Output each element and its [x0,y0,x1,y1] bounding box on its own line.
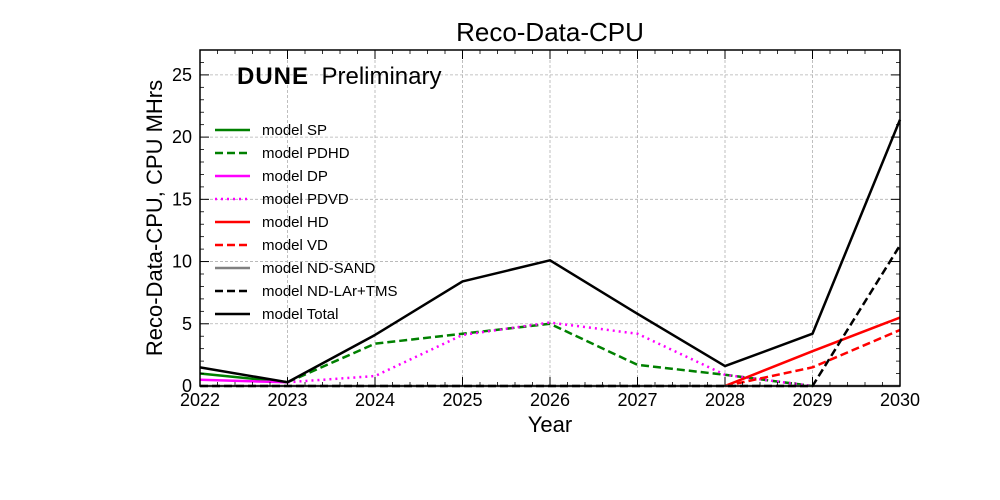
x-tick-label: 2022 [180,390,220,410]
plot-frame [199,49,901,387]
series-line-model-total [199,119,902,384]
legend-label-model-dp: model DP [262,168,328,185]
legend-label-model-nd-sand: model ND-SAND [262,260,376,277]
x-tick-label: 2027 [617,390,657,410]
y-tick-label: 15 [172,189,192,209]
y-tick-label: 20 [172,127,192,147]
y-tick-label: 25 [172,65,192,85]
legend: model SP model PDHD model DP model PDVD mode… [215,122,397,323]
x-tick-label: 2025 [442,390,482,410]
x-axis-label: Year [528,412,572,437]
x-tick-label: 2028 [705,390,745,410]
y-tick-label: 0 [182,376,192,396]
x-tick-label: 2024 [355,390,395,410]
series-line-model-dp [199,378,288,384]
chart-title: Reco-Data-CPU [456,17,644,47]
x-tick-label: 2026 [530,390,570,410]
tick-labels: 2022 2023 2024 2025 2026 2027 2028 2029 20300510… [172,65,920,410]
legend-label-model-sp: model SP [262,122,327,139]
x-tick-label: 2030 [880,390,920,410]
y-axis-label: Reco-Data-CPU, CPU MHrs [142,80,167,356]
x-tick-label: 2029 [792,390,832,410]
y-tick-label: 5 [182,314,192,334]
legend-label-model-pdhd: model PDHD [262,145,350,162]
legend-label-model-vd: model VD [262,237,328,254]
legend-label-model-nd-lar-tms: model ND-LAr+TMS [262,283,397,300]
legend-label-model-total: model Total [262,306,338,323]
series-line-model-pdvd [287,321,813,388]
legend-label-model-pdvd: model PDVD [262,191,349,208]
dune-brand: DUNE [237,63,309,90]
series-line-model-vd [724,328,901,388]
preliminary-text: Preliminary [321,63,441,90]
y-tick-label: 10 [172,252,192,272]
series-line-model-hd [724,316,901,388]
x-tick-label: 2023 [267,390,307,410]
dune-preliminary-label: DUNE Preliminary [237,63,442,90]
legend-label-model-hd: model HD [262,214,329,231]
